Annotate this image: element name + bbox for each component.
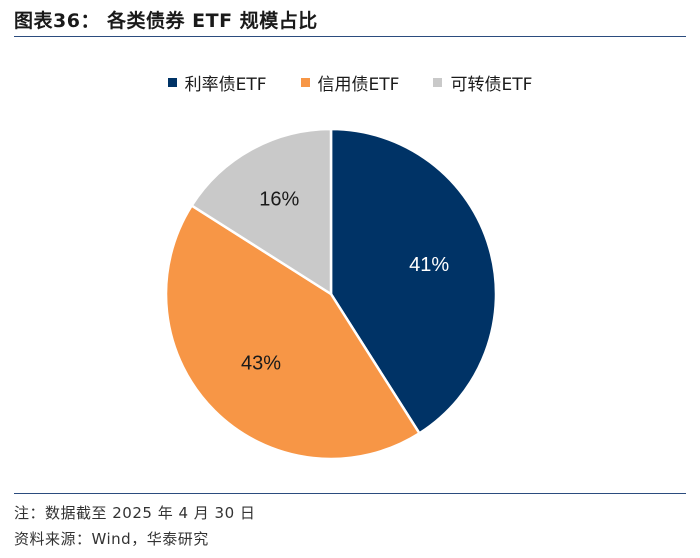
footnote: 注：数据截至 2025 年 4 月 30 日 xyxy=(14,504,256,522)
pie-slice-convertible-bond xyxy=(190,127,333,296)
legend-swatch-convertible-bond xyxy=(433,78,443,87)
source-note: 资料来源：Wind，华泰研究 xyxy=(14,530,209,548)
legend-label-convertible-bond: 可转债ETF xyxy=(450,75,533,95)
legend-swatch-credit-bond xyxy=(300,78,310,87)
legend-item-convertible-bond: 可转债ETF xyxy=(433,70,532,95)
legend-item-rate-bond: 利率债ETF xyxy=(167,70,267,95)
data-label-credit-bond: 43% xyxy=(241,352,281,374)
footer-divider xyxy=(14,493,686,494)
pie-slice-credit-bond xyxy=(164,204,421,461)
chart-legend: 利率债ETF 信用债ETF 可转债ETF xyxy=(0,70,700,95)
pie-slices xyxy=(164,127,498,461)
pie-chart: 41% 43% 16% xyxy=(164,127,498,461)
legend-item-credit-bond: 信用债ETF xyxy=(300,70,400,95)
legend-label-credit-bond: 信用债ETF xyxy=(317,75,400,95)
data-label-rate-bond: 41% xyxy=(409,254,449,276)
legend-swatch-rate-bond xyxy=(167,78,177,87)
figure-title: 图表36： 各类债券 ETF 规模占比 xyxy=(14,10,318,32)
data-label-convertible-bond: 16% xyxy=(259,188,299,210)
pie-labels: 41% 43% 16% xyxy=(241,188,449,374)
title-divider xyxy=(14,36,686,37)
legend-label-rate-bond: 利率债ETF xyxy=(184,75,267,95)
